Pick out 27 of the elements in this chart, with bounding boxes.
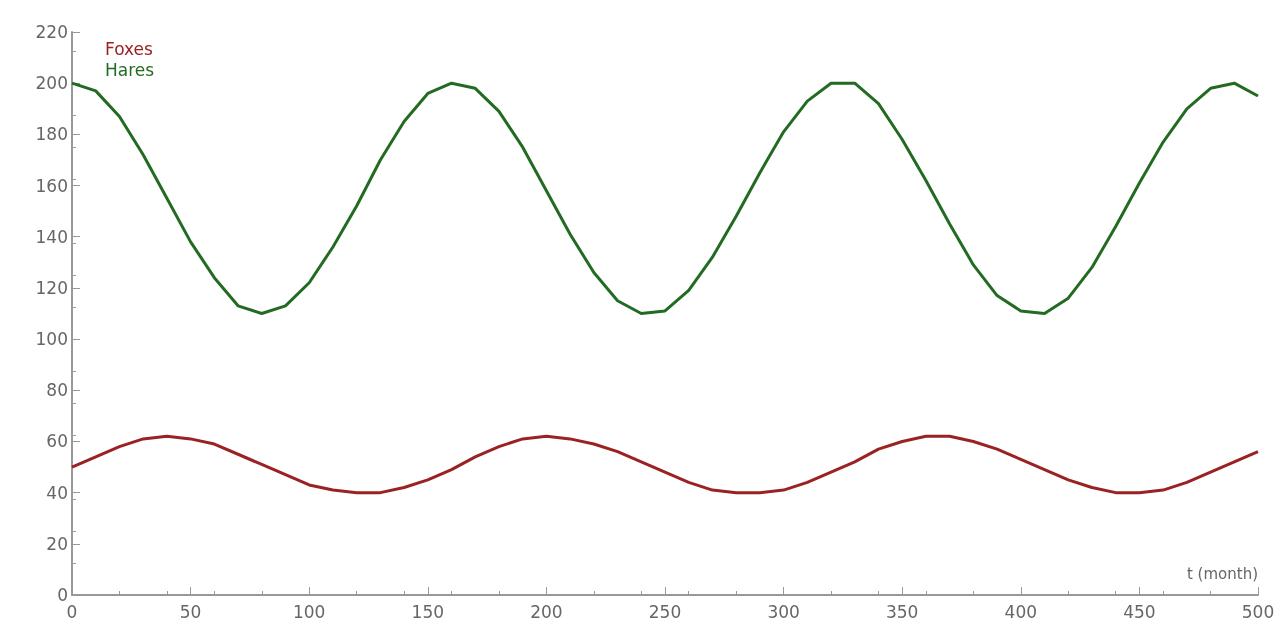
y-tick-label: 100 [35, 329, 68, 350]
x-tick-label: 250 [648, 601, 682, 622]
x-tick-label: 100 [292, 601, 326, 622]
x-tick-label: 350 [885, 601, 919, 622]
x-tick-label: 450 [1123, 601, 1156, 622]
x-tick-label: 400 [1004, 601, 1038, 622]
x-tick-label: 50 [179, 601, 202, 622]
y-tick-label: 120 [35, 277, 68, 298]
x-tick-label: 500 [1241, 601, 1275, 622]
y-tick-label: 200 [35, 73, 68, 94]
y-tick-label: 20 [46, 533, 68, 554]
y-tick-label: 0 [57, 585, 68, 605]
text: Foxes [105, 38, 154, 59]
x-axis-title: t (month) [1186, 564, 1258, 583]
line-series [70, 434, 1260, 495]
series-label: Hares [105, 59, 155, 80]
y-tick-label: 40 [46, 482, 68, 503]
x-tick-label: 300 [767, 601, 800, 622]
line-series [70, 81, 1260, 315]
y-tick-label: 80 [46, 380, 68, 401]
y-tick-label: 220 [35, 22, 68, 42]
y-tick-label: 60 [46, 431, 68, 452]
y-tick-label: 160 [35, 175, 68, 196]
x-tick-label: 150 [411, 601, 445, 622]
y-tick-label: 140 [35, 226, 68, 247]
x-tick-label: 200 [530, 601, 563, 622]
y-tick-label: 180 [35, 124, 68, 145]
